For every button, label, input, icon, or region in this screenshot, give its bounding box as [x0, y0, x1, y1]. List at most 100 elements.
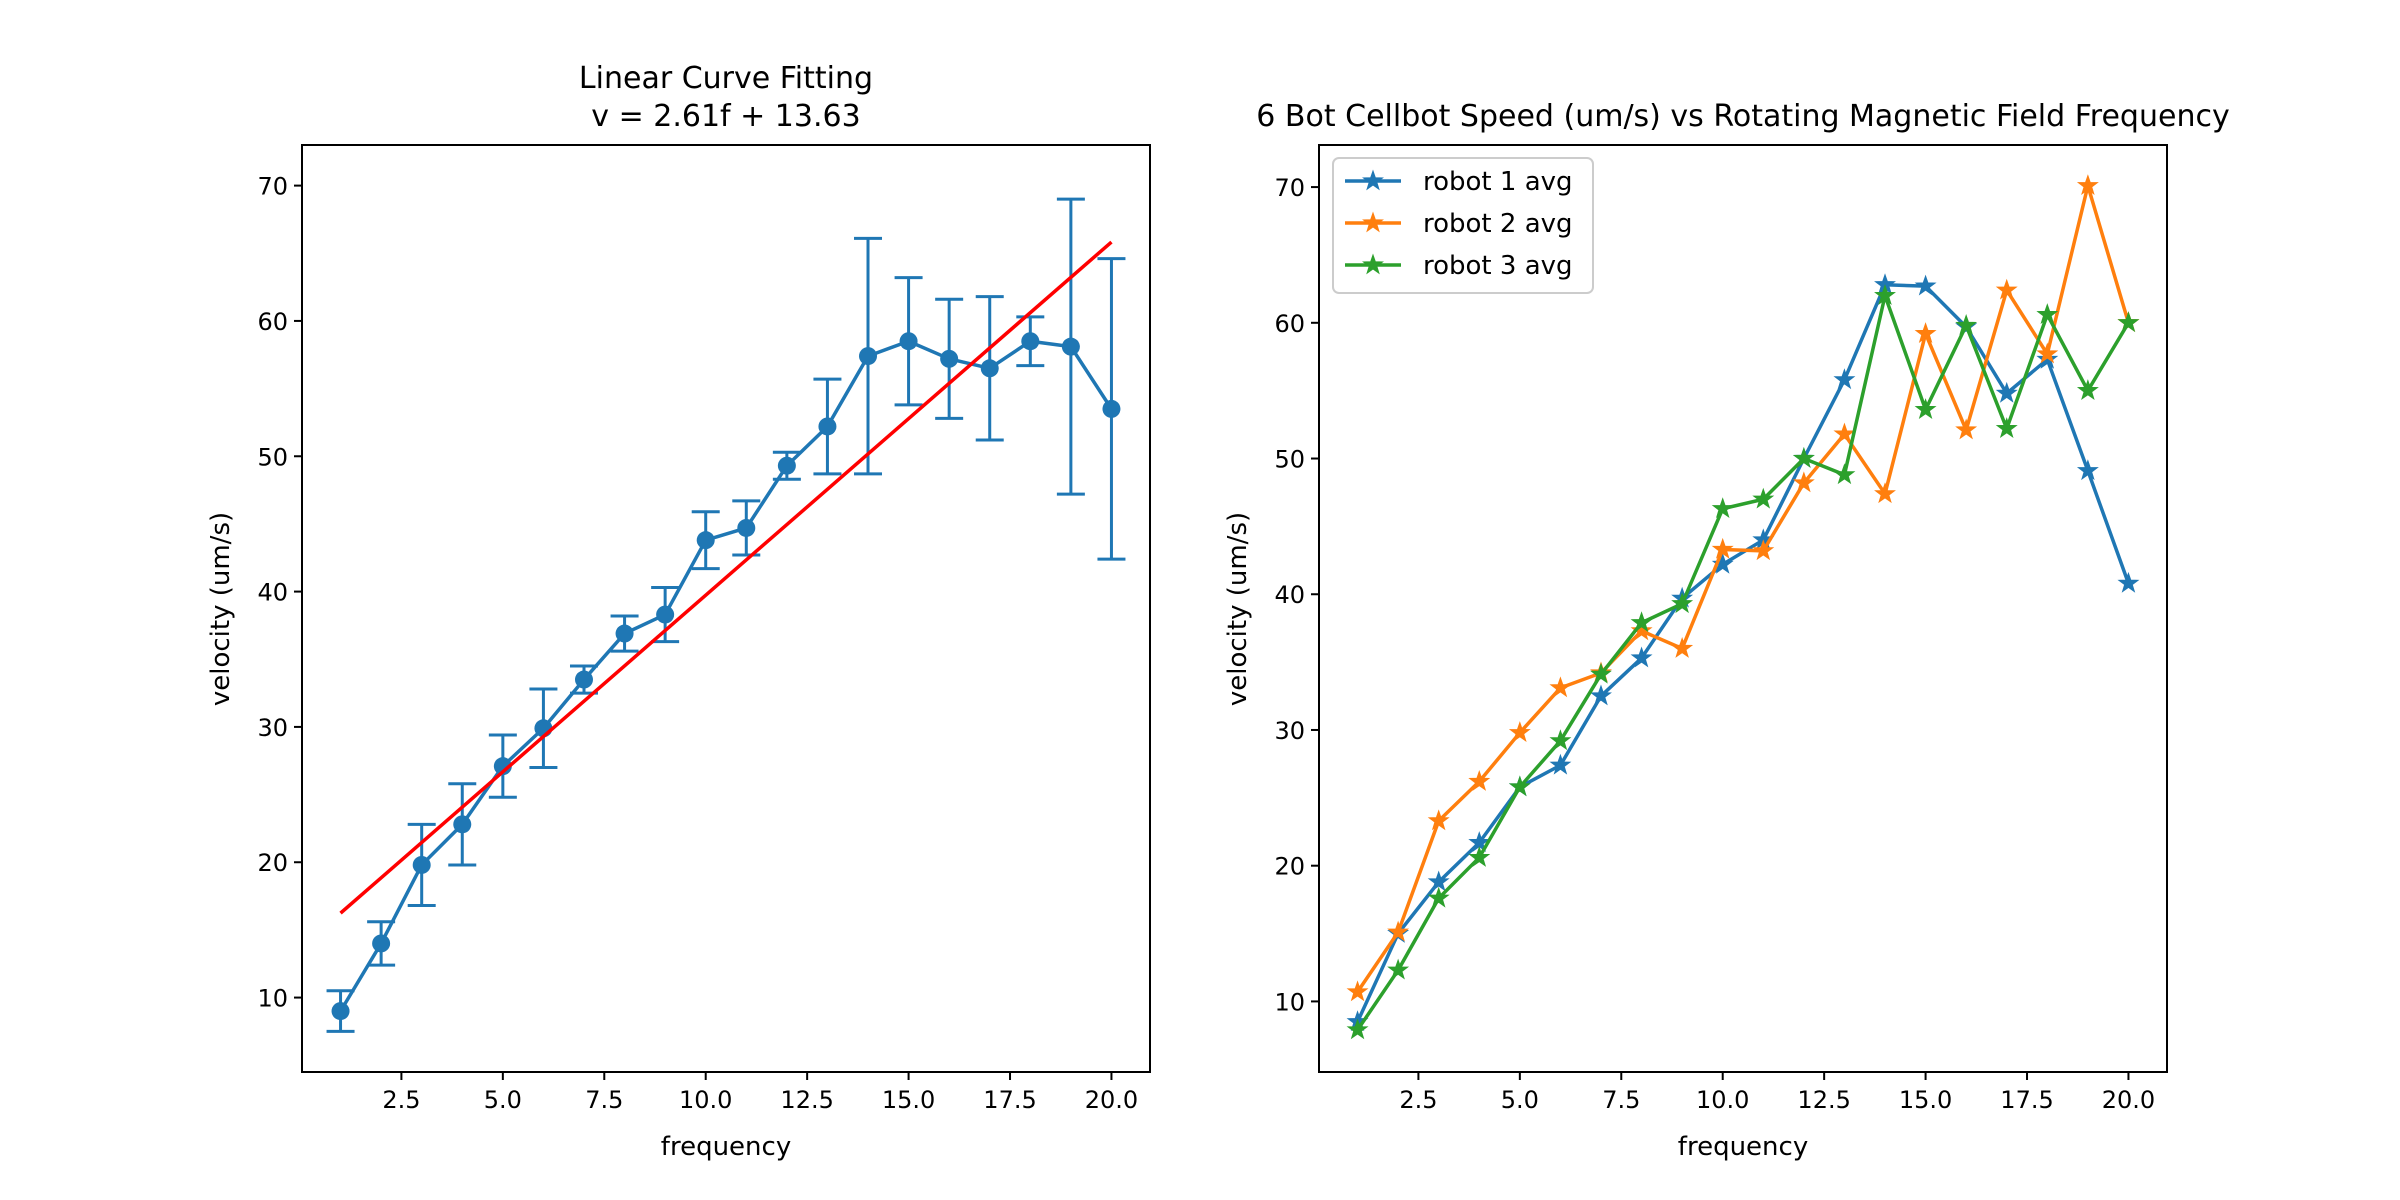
series-1	[326, 197, 1126, 1033]
x-tick-label: 5.0	[484, 1086, 522, 1114]
legend: robot 1 avg robot 2 avg robot 3 avg	[1332, 157, 1594, 294]
x-tick-label: 12.5	[1797, 1086, 1850, 1114]
y-tick-label: 50	[1274, 446, 1305, 474]
data-point	[1468, 846, 1491, 867]
data-point	[2076, 459, 2099, 481]
legend-entry-robot-1: robot 1 avg	[1345, 167, 1573, 197]
data-point	[453, 815, 472, 834]
data-point	[2036, 303, 2059, 324]
data-point	[574, 670, 593, 689]
data-point	[1833, 463, 1856, 485]
y-tick-label: 60	[257, 308, 288, 336]
linear-fit-chart: Linear Curve Fitting v = 2.61f + 13.63 2…	[206, 61, 1151, 1162]
y-tick-label: 40	[257, 579, 288, 607]
data-point	[1102, 399, 1121, 418]
data-point	[1549, 753, 1572, 775]
data-point	[1995, 417, 2018, 438]
data-point	[1955, 418, 1978, 440]
x-tick-label: 2.5	[382, 1086, 420, 1114]
x-tick-label: 20.0	[1085, 1086, 1138, 1114]
y-tick-label: 10	[257, 985, 288, 1013]
data-point	[1021, 332, 1040, 351]
legend-entry-robot-3: robot 3 avg	[1345, 251, 1573, 281]
data-point	[980, 359, 999, 378]
left-x-axis: 2.5 5.0 7.5 10.0 12.5 15.0 17.5 20.0	[382, 1072, 1138, 1114]
x-tick-label: 20.0	[2102, 1086, 2155, 1114]
y-tick-label: 10	[1274, 988, 1305, 1016]
data-point	[1711, 537, 1734, 559]
fit-line	[339, 240, 1113, 915]
data-point	[2076, 174, 2099, 196]
data-point	[372, 934, 391, 953]
data-point	[899, 332, 918, 351]
data-point	[1914, 322, 1937, 343]
data-point	[1914, 398, 1937, 419]
left-y-axis: 10 20 30 40 50 60 70	[257, 173, 302, 1013]
data-point	[1630, 619, 1653, 641]
legend-label-robot-3: robot 3 avg	[1423, 251, 1573, 281]
x-tick-label: 10.0	[1696, 1086, 1749, 1114]
data-point	[737, 518, 756, 537]
y-tick-label: 70	[1274, 174, 1305, 202]
data-point	[1671, 637, 1694, 658]
data-point	[1752, 539, 1775, 561]
data-point	[331, 1002, 350, 1021]
data-point	[1792, 471, 1815, 493]
data-point	[1387, 920, 1410, 942]
data-point	[656, 605, 675, 624]
data-point	[1549, 729, 1572, 751]
data-point	[615, 624, 634, 643]
left-y-axis-label: velocity (um/s)	[206, 512, 236, 706]
legend-label-robot-1: robot 1 avg	[1423, 167, 1573, 197]
data-point	[1914, 274, 1937, 296]
data-point	[493, 757, 512, 776]
right-x-axis-label: frequency	[1678, 1132, 1808, 1162]
data-point	[859, 347, 878, 366]
series-line	[1355, 283, 2131, 1023]
series-2	[339, 240, 1113, 915]
y-tick-label: 20	[1274, 853, 1305, 881]
data-point	[1792, 446, 1815, 468]
y-tick-label: 60	[1274, 310, 1305, 338]
data-point	[1995, 381, 2018, 403]
series-line	[1356, 183, 2131, 993]
series-3	[1346, 284, 2140, 1040]
data-point	[2076, 379, 2099, 400]
x-tick-label: 12.5	[780, 1086, 833, 1114]
legend-marker-robot-3	[1362, 253, 1384, 275]
data-point	[1630, 646, 1653, 668]
data-point	[1711, 552, 1734, 574]
data-point	[1590, 662, 1612, 684]
data-point	[2117, 311, 2140, 333]
legend-marker-robot-1	[1362, 169, 1384, 191]
left-x-axis-label: frequency	[661, 1132, 791, 1162]
x-tick-label: 17.5	[2000, 1086, 2053, 1114]
legend-box	[1332, 157, 1594, 294]
left-plot-area	[326, 197, 1126, 1033]
data-point	[1671, 592, 1694, 614]
y-tick-label: 30	[1274, 717, 1305, 745]
data-point	[1833, 368, 1856, 390]
y-tick-label: 50	[257, 443, 288, 471]
y-tick-label: 70	[257, 173, 288, 201]
y-tick-label: 40	[1274, 581, 1305, 609]
data-point	[1346, 980, 1369, 1002]
y-tick-label: 20	[257, 849, 288, 877]
data-point	[1752, 487, 1775, 509]
x-tick-label: 15.0	[1899, 1086, 1952, 1114]
data-point	[2117, 571, 2140, 593]
data-point	[1468, 770, 1491, 791]
x-tick-label: 15.0	[882, 1086, 935, 1114]
cellbot-speed-chart: 6 Bot Cellbot Speed (um/s) vs Rotating M…	[1223, 99, 2230, 1162]
right-y-axis-label: velocity (um/s)	[1223, 512, 1253, 706]
x-tick-label: 10.0	[679, 1086, 732, 1114]
data-point	[412, 855, 431, 874]
left-axes-frame	[301, 144, 1151, 1073]
x-tick-label: 2.5	[1399, 1086, 1437, 1114]
data-point	[1427, 870, 1450, 892]
data-point	[1427, 886, 1450, 908]
x-tick-label: 7.5	[1602, 1086, 1640, 1114]
data-point	[1346, 1018, 1369, 1040]
series-line	[1356, 293, 2130, 1031]
